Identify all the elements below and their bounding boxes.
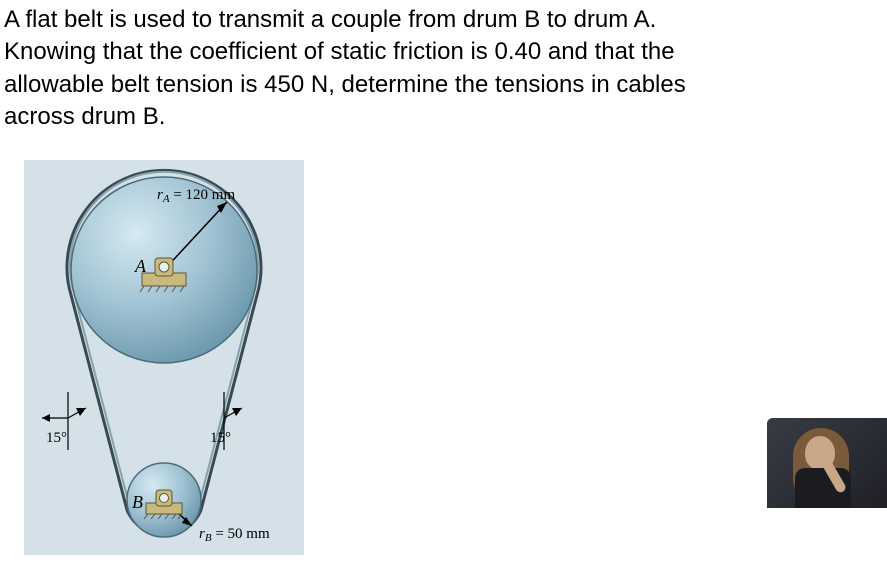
drum-b-radius-label: rB = 50 mm <box>199 526 270 544</box>
angle-left-label: 15° <box>46 430 67 446</box>
drum-a-label: A <box>134 256 147 276</box>
drum-a-radius-label: rA = 120 mm <box>157 187 235 205</box>
problem-line-4: across drum B. <box>4 103 165 130</box>
problem-statement: A flat belt is used to transmit a couple… <box>0 0 780 142</box>
problem-line-2: Knowing that the coefficient of static f… <box>4 38 675 65</box>
drum-b-label: B <box>132 492 143 512</box>
video-thumbnail <box>767 418 887 508</box>
problem-line-3: allowable belt tension is 450 N, determi… <box>4 71 686 98</box>
angle-right-label: 15° <box>210 430 231 446</box>
belt-drum-figure: A rA = 120 mm B rB = 50 mm <box>24 160 304 555</box>
problem-line-1: A flat belt is used to transmit a couple… <box>4 6 656 33</box>
